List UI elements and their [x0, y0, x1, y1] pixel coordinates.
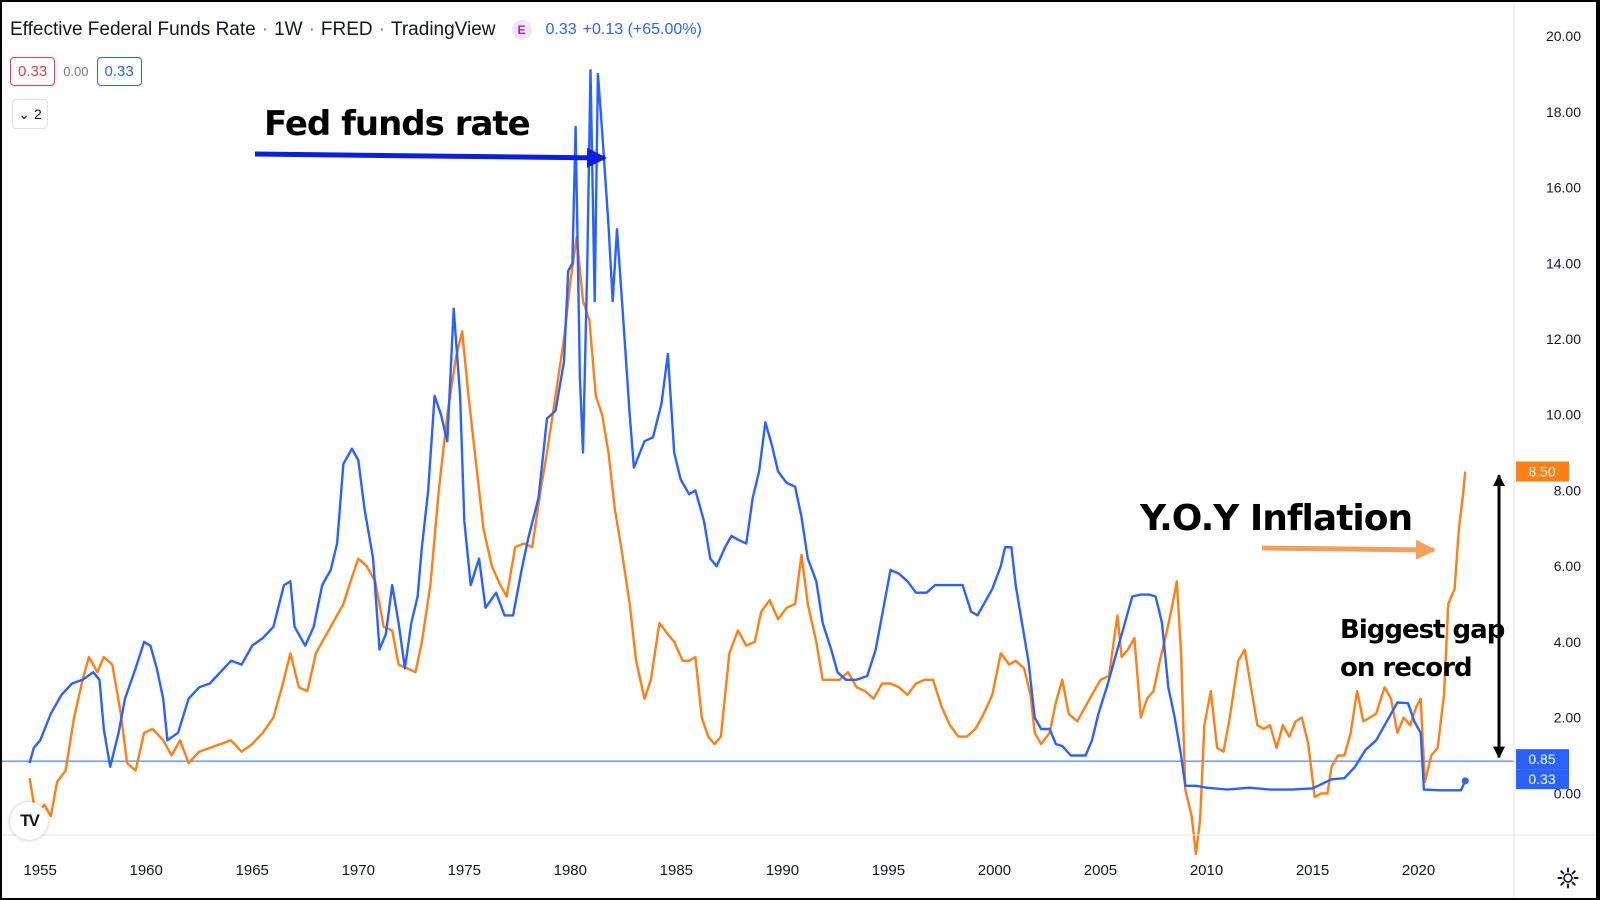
fed-funds-annotation: Fed funds rate — [264, 104, 530, 144]
y-tick-label: 14.00 — [1546, 255, 1581, 271]
last-value: 0.33 — [545, 21, 577, 38]
separator-dot: · — [308, 19, 315, 40]
x-tick-label: 2000 — [978, 862, 1011, 879]
series-layer — [28, 69, 1469, 856]
values-row: 0.33 0.00 0.33 — [10, 57, 142, 86]
y-tick-label: 16.00 — [1546, 180, 1581, 196]
value-pill-left[interactable]: 0.33 — [10, 57, 56, 86]
separator-dot: · — [378, 19, 385, 40]
y-tick-label: 20.00 — [1546, 28, 1581, 44]
x-tick-label: 1970 — [342, 862, 375, 879]
separator-dot: · — [261, 19, 269, 40]
fed-funds-arrow — [254, 147, 607, 168]
annotation-layer: Fed funds rate Y.O.Y Inflation Biggest gap… — [254, 104, 1506, 759]
value-pill-right[interactable]: 0.33 — [96, 57, 142, 86]
x-tick-label: 2010 — [1190, 862, 1223, 879]
inflation-arrow — [1261, 539, 1436, 560]
inflation-price-label: 8.50 — [1516, 461, 1569, 482]
gear-icon[interactable] — [1556, 866, 1580, 890]
y-tick-label: 8.00 — [1554, 482, 1581, 498]
interval-label[interactable]: 1W — [274, 19, 303, 40]
platform-label: TradingView — [390, 19, 496, 40]
x-tick-label: 1955 — [23, 862, 56, 879]
indicators-collapse-button[interactable]: ⌄ 2 — [12, 99, 48, 129]
y-tick-label: 4.00 — [1554, 634, 1581, 650]
y-tick-label: 10.00 — [1546, 407, 1581, 423]
inflation-series-line — [28, 235, 1467, 856]
x-tick-label: 2020 — [1402, 862, 1435, 879]
change-value: +0.13 (+65.00%) — [582, 21, 702, 38]
y-tick-label: 6.00 — [1554, 558, 1581, 574]
x-tick-label: 1990 — [766, 862, 799, 879]
source-label: FRED — [320, 19, 373, 40]
x-tick-label: 2015 — [1296, 862, 1329, 879]
inflation-annotation: Y.O.Y Inflation — [1139, 498, 1412, 539]
x-tick-label: 1965 — [236, 862, 269, 879]
x-tick-label: 2005 — [1084, 862, 1117, 879]
y-tick-label: 2.00 — [1554, 710, 1581, 726]
inflation-price-label-text: 8.50 — [1528, 464, 1555, 480]
chart-header: Effective Federal Funds Rate · 1W · FRED… — [10, 19, 702, 41]
hline-price-label-text: 0.85 — [1528, 751, 1555, 767]
y-tick-label: 18.00 — [1546, 104, 1581, 120]
tradingview-logo-icon[interactable]: TV — [10, 802, 48, 840]
fed-funds-series-line — [28, 69, 1467, 792]
value-middle: 0.00 — [63, 64, 89, 79]
fed-funds-price-label-text: 0.33 — [1528, 771, 1555, 787]
y-tick-label: 12.00 — [1546, 331, 1581, 347]
gap-annotation-line1: Biggest gap — [1340, 615, 1505, 645]
gap-annotation-line2: on record — [1340, 653, 1472, 683]
chevron-down-icon: ⌄ — [18, 105, 30, 122]
x-tick-label: 1975 — [448, 862, 481, 879]
indicator-count: 2 — [33, 106, 42, 122]
fed-funds-last-point — [1461, 777, 1469, 785]
x-tick-label: 1995 — [872, 862, 905, 879]
events-badge-icon[interactable]: E — [511, 20, 532, 40]
x-tick-label: 1985 — [660, 862, 693, 879]
fed-funds-price-label: 0.33 — [1516, 769, 1569, 790]
y-tick-label: 0.00 — [1554, 785, 1581, 801]
hline-price-label: 0.85 — [1516, 749, 1569, 770]
series-title[interactable]: Effective Federal Funds Rate — [10, 19, 256, 40]
x-tick-label: 1980 — [554, 862, 587, 879]
x-tick-label: 1960 — [130, 862, 163, 879]
